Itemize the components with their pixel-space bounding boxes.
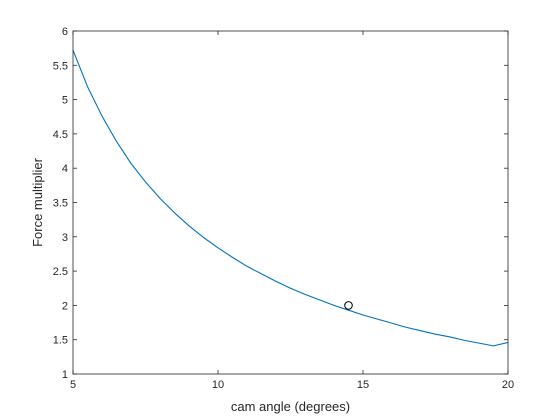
x-axis-ticks: 5 10 15 20	[70, 31, 514, 391]
series-line-0	[72, 50, 509, 347]
x-tick-label: 20	[502, 379, 514, 391]
marker-layer	[344, 301, 353, 310]
highlight-point-marker	[344, 301, 353, 310]
x-tick-label: 10	[212, 379, 224, 391]
y-tick-label: 1.5	[53, 335, 68, 347]
y-tick-label: 3.5	[53, 198, 68, 210]
y-tick-label: 6	[62, 26, 68, 38]
y-tick-label: 4	[62, 163, 68, 175]
y-tick-label: 5.5	[53, 60, 68, 72]
y-tick-label: 1	[62, 369, 68, 381]
y-tick-label: 2.5	[53, 266, 68, 278]
x-tick-label: 5	[70, 379, 76, 391]
y-tick-label: 4.5	[53, 129, 68, 141]
y-axis-ticks: 1 1.5 2 2.5 3 3.5 4 4.5 5 5.5 6	[53, 26, 508, 381]
series-layer	[72, 50, 509, 347]
plot-area	[73, 31, 508, 374]
y-tick-label: 2	[62, 300, 68, 312]
y-axis-title: Force multiplier	[30, 157, 45, 247]
y-tick-label: 5	[62, 95, 68, 107]
x-tick-label: 15	[357, 379, 369, 391]
x-axis-title: cam angle (degrees)	[231, 399, 350, 414]
y-tick-label: 3	[62, 232, 68, 244]
